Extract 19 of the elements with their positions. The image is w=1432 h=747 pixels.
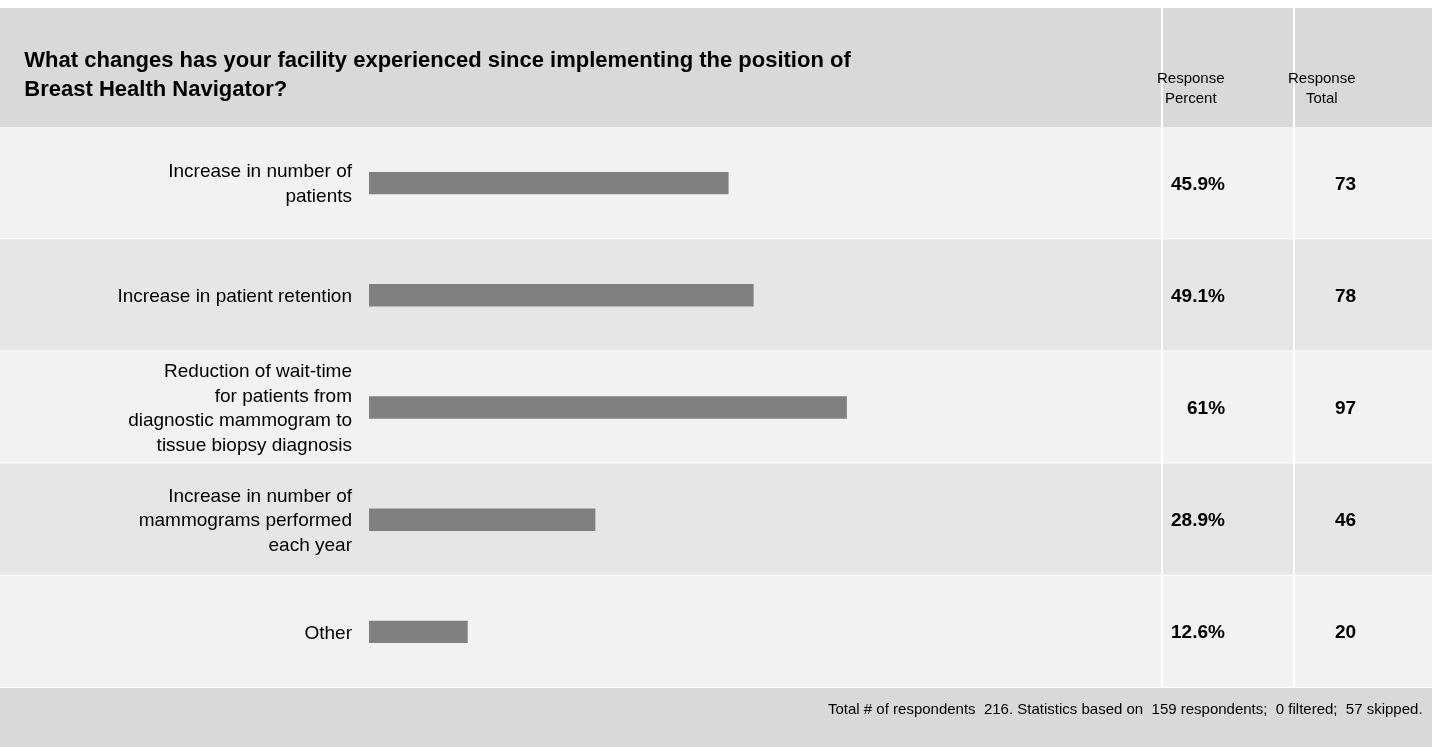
data-label: 61% <box>1187 397 1226 418</box>
text: Response Percent <box>1157 69 1225 106</box>
data-label: 28.9% <box>1171 509 1225 530</box>
text: 20 <box>1335 621 1357 642</box>
y-tick-label: Increase in patient retention <box>117 284 352 306</box>
y-tick-label: Reduction of wait-time for patients from diagnostic mammogram to tissue biopsy diagnosis <box>128 360 352 456</box>
y-tick-label: Increase in number of patients <box>168 160 353 207</box>
text: 78 <box>1335 285 1357 306</box>
chart-title: What changes has your facility experienced since implementing the position of Breast Health Navigator? <box>24 47 852 101</box>
text: Total # of respondents 216. Statistics based on 159 respondents; 0 filtered; 57 skipped. <box>828 700 1423 717</box>
data-label: 49.1% <box>1171 285 1225 306</box>
text: 73 <box>1335 173 1357 194</box>
data-label: 12.6% <box>1171 621 1225 642</box>
data-label: 45.9% <box>1171 173 1225 194</box>
text: Response Total <box>1288 69 1356 106</box>
y-tick-label: Increase in number of mammograms performed each year <box>138 484 353 556</box>
text: 97 <box>1335 397 1357 418</box>
text: 46 <box>1335 509 1357 530</box>
y-tick-label: Other <box>304 621 353 643</box>
